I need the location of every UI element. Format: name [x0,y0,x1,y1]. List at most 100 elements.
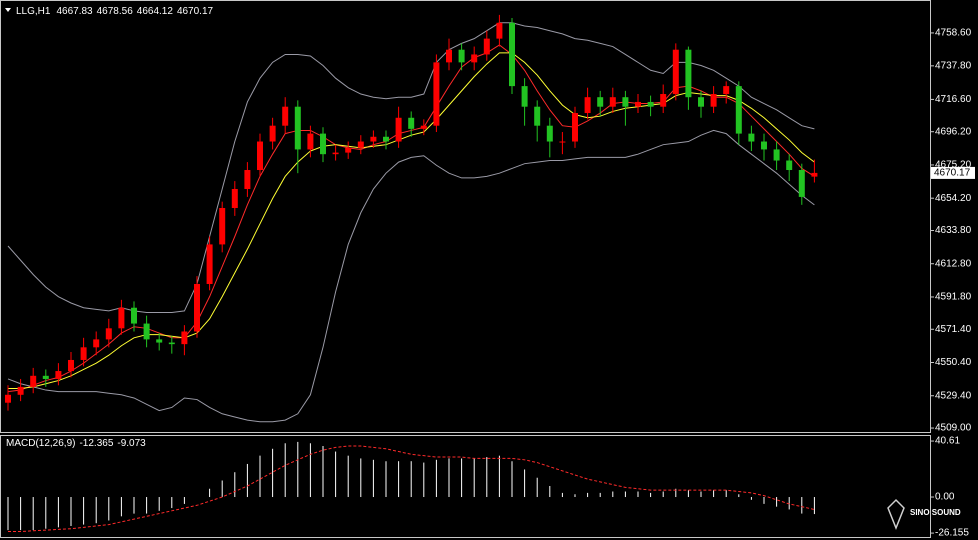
y-tick-label: 40.61 [935,436,960,447]
y-tick-label: 4758.60 [935,28,972,39]
candle-body [357,141,364,148]
candle-body [395,117,402,142]
y-tick-label: 4737.80 [935,60,972,71]
candle-body [496,22,503,39]
candle-body [307,133,314,150]
indicator-line [8,52,815,389]
indicator-line [7,22,815,313]
candle-body [420,125,427,129]
candle-body [773,149,780,161]
y-tick-label: 4696.20 [935,126,972,137]
candle-body [269,125,276,142]
candle-body [370,136,377,142]
candle-body [584,97,591,114]
candle-body [698,97,704,107]
y-tick-label: 0.00 [935,492,955,503]
candle-body [294,106,301,150]
candle-body [786,160,793,171]
candle-body [118,307,125,329]
header-high: 4678.56 [97,6,134,17]
candle-body [710,94,717,107]
candle-body [55,371,62,379]
candle-body [748,133,755,142]
candle-body [483,38,490,55]
y-tick-label: -26.155 [935,528,969,539]
candle-body [332,152,339,155]
candle-body [143,323,150,340]
macd-header: MACD(12,26,9) -12.365 -9.073 [6,438,146,449]
y-tick-label: 4675.20 [935,160,972,171]
candle-body [458,49,465,63]
macd-title: MACD(12,26,9) [6,438,75,449]
candle-body [282,106,289,126]
candle-body [5,394,11,403]
candle-body [105,328,112,340]
candle-body [30,375,37,387]
header-open: 4667.83 [56,6,93,17]
candle-body [534,106,541,126]
candle-body [798,170,805,197]
candle-body [219,208,226,245]
y-tick-label: 4716.60 [935,94,972,105]
candle-body [408,117,415,129]
candle-body [206,244,213,284]
candle-body [811,172,818,177]
watermark: SINO SOUND [910,508,961,517]
candle-body [572,113,578,142]
header: LLG,H1 4667.83 4678.56 4664.12 4670.17 [16,6,214,17]
header-close: 4670.17 [177,6,214,17]
candle-body [597,97,604,107]
candle-body [131,307,137,324]
candle-body [244,170,251,190]
candle-body [521,86,528,107]
candle-body [723,86,730,95]
candle-body [446,49,452,63]
main-frame [0,0,931,433]
candle-body [383,136,389,142]
y-tick-label: 4550.40 [935,357,972,368]
candle-body [17,386,24,395]
candle-body [93,339,100,348]
candle-body [257,141,263,171]
candle-body [635,101,641,107]
symbol: LLG,H1 [16,6,51,17]
candle-body [194,283,200,332]
candle-body [622,97,629,107]
candle-body [80,347,87,360]
indicator-line [7,129,815,423]
header-low: 4664.12 [137,6,174,17]
macd-frame [0,435,931,538]
menu-arrow [5,8,11,12]
candle-body [609,97,616,107]
candle-body [68,359,74,372]
candle-body [471,54,478,63]
candle-body [156,339,163,343]
candle-body [181,331,188,345]
signal-value: -9.073 [117,438,146,449]
y-tick-label: 4591.80 [935,292,972,303]
current-price: 4670.17 [934,168,971,179]
candle-body [672,49,679,95]
candle-body [735,86,742,134]
price-tag-bg [931,166,975,179]
candle-body [685,49,692,98]
y-tick-label: 4529.40 [935,390,972,401]
y-tick-label: 4571.40 [935,324,972,335]
macd-value: -12.365 [79,438,113,449]
y-tick-label: 4612.80 [935,258,972,269]
candle-body [433,62,440,126]
candle-body [761,141,767,150]
candle-body [660,94,667,107]
logo-icon [887,498,905,531]
y-tick-label: 4633.80 [935,225,972,236]
candle-body [559,141,566,143]
candle-body [509,22,515,87]
candle-body [42,375,49,379]
candle-body [647,101,654,107]
y-tick-label: 4654.20 [935,193,972,204]
candle-body [345,147,352,153]
candle-body [168,342,175,345]
y-tick-label: 4509.00 [935,423,972,434]
candle-body [546,125,553,142]
